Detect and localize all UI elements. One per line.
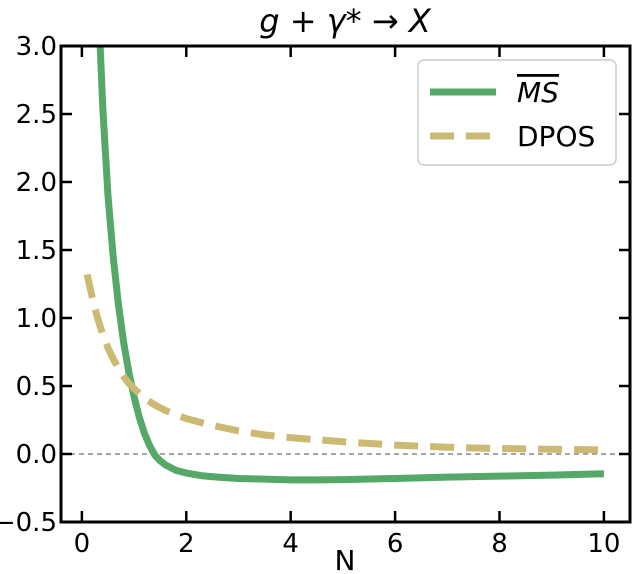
series-group (83, 46, 604, 484)
y-tick-label: 2.0 (16, 168, 57, 198)
y-tick-label: 3.0 (16, 32, 57, 62)
y-tick-label: 0.0 (16, 440, 57, 470)
x-tick-label: 8 (491, 529, 508, 559)
y-tick-label: 2.5 (16, 100, 57, 130)
y-tick-label: −0.5 (0, 508, 57, 538)
axes-frame (59, 44, 632, 524)
plot-area: 0 2 4 6 8 10 −0.5 0.0 0.5 1.0 1.5 2.0 2.5 3.0 MS DPOS (0, 32, 632, 559)
x-tick-label: 10 (587, 529, 620, 559)
x-tick-label: 0 (74, 529, 91, 559)
series-line-dpos (83, 273, 604, 454)
y-tick-label: 0.5 (16, 372, 57, 402)
y-tick-label: 1.5 (16, 236, 57, 266)
x-tick-label: 2 (178, 529, 195, 559)
x-tick-label: 6 (387, 529, 404, 559)
y-tick-label: 1.0 (16, 304, 57, 334)
x-axis-title: N (335, 544, 356, 574)
legend: MS DPOS (417, 59, 617, 166)
x-tick-label: 4 (282, 529, 299, 559)
chart-title: g + γ* → X (259, 2, 432, 40)
series-line-ms (96, 46, 604, 484)
legend-label-ms: MS (517, 76, 559, 109)
legend-label-dpos: DPOS (517, 120, 595, 153)
